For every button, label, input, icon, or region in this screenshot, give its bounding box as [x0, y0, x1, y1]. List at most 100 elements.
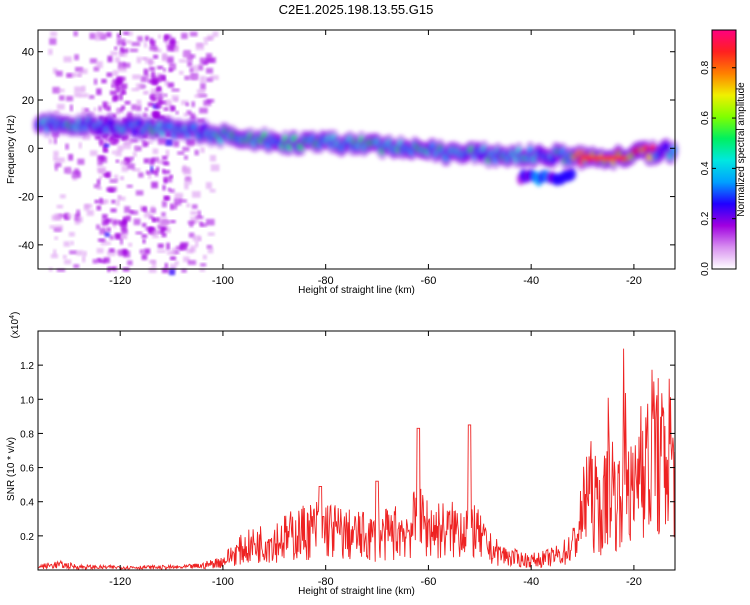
noise-cell: [93, 66, 100, 72]
noise-cell: [82, 255, 86, 263]
noise-cell: [162, 76, 166, 80]
noise-cell: [148, 59, 152, 67]
noise-cell: [206, 77, 213, 82]
noise-cell: [163, 93, 168, 97]
top-x-tick-label: -100: [212, 275, 234, 287]
noise-cell: [190, 245, 196, 253]
noise-cell: [100, 239, 107, 246]
noise-cell: [105, 138, 111, 142]
noise-cell: [120, 105, 126, 110]
noise-cell: [148, 79, 153, 84]
noise-cell: [122, 267, 130, 272]
noise-cell: [189, 223, 194, 228]
noise-cell: [142, 223, 147, 227]
noise-cell: [78, 68, 88, 74]
noise-cell: [109, 235, 114, 240]
colorbar-tick-label: 0.0: [700, 262, 711, 276]
noise-cell: [155, 102, 162, 109]
noise-cell: [132, 74, 141, 80]
noise-cell: [144, 211, 151, 218]
noise-cell: [161, 219, 169, 227]
noise-cell: [73, 264, 80, 269]
noise-cell: [53, 137, 57, 144]
noise-cell: [52, 86, 60, 94]
noise-cell: [53, 249, 57, 255]
noise-cell: [165, 138, 173, 146]
spectrogram-ridge: [33, 111, 679, 187]
noise-cell: [104, 102, 111, 110]
noise-cell: [191, 191, 201, 198]
noise-cell: [165, 34, 169, 40]
noise-cell: [206, 244, 213, 249]
noise-cell: [194, 149, 199, 156]
noise-cell: [74, 213, 80, 221]
noise-cell: [181, 32, 188, 39]
noise-cell: [198, 237, 202, 241]
noise-cell: [102, 101, 108, 108]
noise-cell: [187, 220, 195, 225]
noise-cell: [129, 139, 138, 143]
noise-cell: [112, 219, 121, 225]
noise-cell: [133, 218, 141, 226]
noise-cell: [198, 64, 204, 71]
noise-cell: [96, 224, 100, 230]
noise-cell: [128, 242, 133, 247]
noise-cell: [96, 88, 102, 95]
noise-cell: [142, 238, 146, 244]
top-x-tick-label: -60: [420, 275, 436, 287]
noise-cell: [83, 204, 90, 211]
noise-cell: [118, 61, 126, 69]
noise-cell: [54, 162, 62, 168]
noise-cell: [121, 225, 127, 232]
noise-cell: [164, 196, 170, 201]
noise-cell: [77, 158, 85, 165]
noise-cell: [49, 225, 56, 229]
noise-cell: [114, 137, 120, 143]
noise-cell: [115, 159, 120, 163]
noise-cell: [99, 197, 103, 204]
noise-cell: [153, 54, 159, 59]
noise-cell: [114, 46, 118, 50]
noise-cell: [184, 75, 190, 81]
noise-cell: [170, 220, 176, 224]
noise-cell: [90, 111, 95, 117]
noise-cell: [161, 212, 166, 217]
noise-cell: [200, 263, 207, 267]
noise-cell: [144, 35, 149, 41]
noise-cell: [53, 150, 59, 158]
noise-cell: [131, 168, 141, 172]
noise-cell: [167, 82, 175, 88]
noise-cell: [157, 92, 164, 99]
noise-cell: [115, 86, 122, 93]
noise-cell: [199, 268, 206, 272]
noise-cell: [196, 42, 204, 47]
noise-cell: [93, 107, 97, 111]
noise-cell: [141, 57, 148, 61]
noise-cell: [112, 78, 120, 85]
noise-cell: [148, 172, 152, 179]
noise-cell: [121, 229, 128, 235]
noise-cell: [97, 166, 106, 172]
noise-cell: [76, 209, 81, 216]
noise-cell: [134, 146, 142, 152]
noise-cell: [151, 71, 155, 78]
noise-cell: [180, 241, 189, 247]
noise-cell: [102, 214, 108, 220]
noise-cell: [146, 170, 150, 175]
noise-cell: [120, 76, 126, 82]
noise-cell: [196, 89, 206, 96]
noise-cell: [165, 149, 170, 157]
noise-cell: [137, 36, 143, 42]
noise-cell: [74, 168, 79, 174]
noise-cell: [179, 70, 184, 75]
noise-cell: [188, 232, 195, 238]
noise-cell: [56, 157, 65, 163]
noise-cell: [169, 174, 173, 179]
noise-cell: [101, 219, 109, 226]
noise-cell: [157, 159, 163, 165]
noise-cell: [164, 80, 169, 86]
noise-cell: [194, 94, 201, 98]
noise-cell: [66, 73, 73, 78]
noise-cell: [118, 66, 127, 72]
noise-cell: [92, 259, 99, 264]
